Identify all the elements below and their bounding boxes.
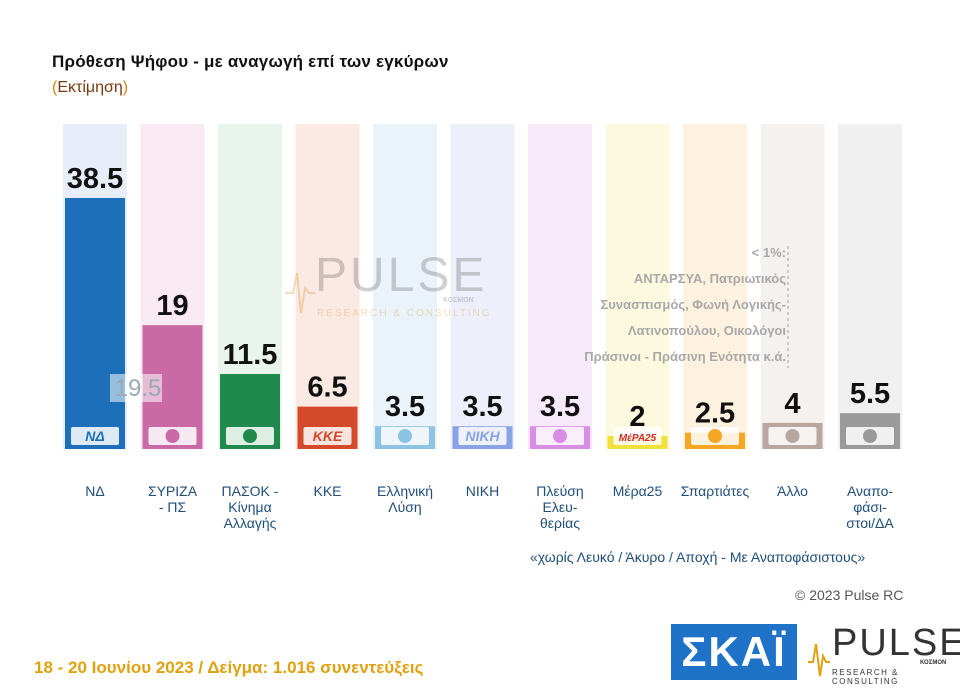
value-label: 38.5	[67, 163, 123, 195]
category-label: θερίας	[540, 515, 580, 531]
category-label: ΣΥΡΙΖΑ	[148, 483, 198, 499]
vote-intention-bar-chart: ΝΔ 38.5 ΝΔ 19 ΣΥΡΙΖΑ- ΠΣ 11.5 ΠΑΣΟΚ -ΚίνημαΑλλ…	[63, 124, 902, 531]
value-label: 2	[629, 401, 645, 433]
pulse-heartbeat-icon	[808, 643, 830, 677]
category-label: Ελευ-	[543, 499, 578, 515]
party-logo-plate	[613, 427, 662, 445]
bar	[65, 197, 125, 449]
note-line: < 1%:	[751, 245, 786, 260]
note-line: Πράσινοι - Πράσινη Ενότητα κ.ά.	[584, 349, 786, 364]
party-logo-icon	[398, 429, 412, 443]
party-logo-plate	[458, 427, 507, 445]
category-label: Λύση	[388, 499, 421, 515]
category-label: Άλλο	[777, 483, 808, 499]
category-label: - ΠΣ	[159, 499, 187, 515]
party-logo-icon	[785, 429, 800, 443]
party-logo-icon	[553, 429, 567, 443]
category-label: ΝΔ	[85, 483, 104, 499]
value-label: 3.5	[462, 391, 502, 423]
category-label: Αλλαγής	[224, 515, 277, 531]
column-background	[760, 124, 825, 449]
category-label: Ελληνική	[377, 483, 433, 499]
column-background	[295, 124, 360, 449]
value-label: 2.5	[695, 398, 735, 430]
chart-subtitle: (Εκτίμηση)	[52, 79, 129, 96]
value-label: 3.5	[540, 391, 580, 423]
column-background	[373, 124, 437, 449]
party-logo-icon	[165, 429, 180, 443]
note-line: Συνασπισμός, Φωνή Λογικής-	[600, 297, 786, 312]
column-background	[838, 124, 902, 449]
annotation-value: 19.5	[115, 375, 162, 402]
annotation-box	[110, 374, 162, 402]
survey-dates-sample: 18 - 20 Ιουνίου 2023 / Δείγμα: 1.016 συν…	[34, 658, 424, 677]
column-background	[605, 124, 670, 449]
pulse-logo: PULSE ΚΟΣΜΟΝ RESEARCH & CONSULTING	[808, 622, 960, 686]
category-label: Κίνημα	[228, 499, 271, 515]
party-logo-icon: ΜέΡΑ25	[619, 433, 657, 444]
value-label: 19	[156, 290, 188, 322]
category-label: ΝΙΚΗ	[466, 483, 499, 499]
category-label: ΚΚΕ	[313, 483, 341, 499]
value-label: 11.5	[223, 339, 278, 371]
party-logo-icon	[243, 429, 257, 443]
column-background	[450, 124, 515, 449]
party-logo-icon: ΚΚΕ	[313, 428, 343, 444]
category-label: Σπαρτιάτες	[681, 483, 750, 499]
party-logo-icon: ΝΙΚΗ	[465, 428, 500, 444]
party-logo-plate	[303, 427, 352, 445]
pulse-watermark: PULSE ΚΟΣΜΟΝ RESEARCH & CONSULTING	[285, 248, 500, 328]
small-parties-note: < 1%: ΑΝΤΑΡΣΥΑ, Πατριωτικός Συνασπισμός,…	[584, 240, 786, 370]
skai-logo: ΣΚΑΪ	[671, 624, 797, 680]
value-label: 5.5	[850, 378, 890, 410]
party-logo-icon: ΝΔ	[85, 428, 105, 444]
column-background	[528, 124, 592, 449]
value-label: 4	[784, 388, 800, 420]
category-label: φάσι-	[853, 499, 887, 515]
value-label: 3.5	[385, 391, 425, 423]
copyright: © 2023 Pulse RC	[795, 587, 904, 603]
note-line: Λατινοπούλου, Οικολόγοι	[627, 323, 786, 338]
category-label: Αναπο-	[847, 483, 893, 499]
party-logo-icon	[708, 429, 722, 443]
category-label: στοι/ΔΑ	[846, 515, 894, 531]
note-line: ΑΝΤΑΡΣΥΑ, Πατριωτικός	[633, 271, 786, 286]
category-label: Πλεύση	[536, 483, 583, 499]
methodology-footnote: «χωρίς Λευκό / Άκυρο / Αποχή - Με Αναποφ…	[530, 549, 866, 565]
category-label: ΠΑΣΟΚ -	[222, 483, 279, 499]
category-label: Μέρα25	[613, 483, 663, 499]
value-label: 6.5	[307, 372, 347, 404]
chart-title: Πρόθεση Ψήφου - με αναγωγή επί των εγκύρ…	[52, 52, 449, 71]
party-logo-icon	[863, 429, 877, 443]
column-background	[683, 124, 747, 449]
party-logo-plate	[71, 427, 119, 445]
